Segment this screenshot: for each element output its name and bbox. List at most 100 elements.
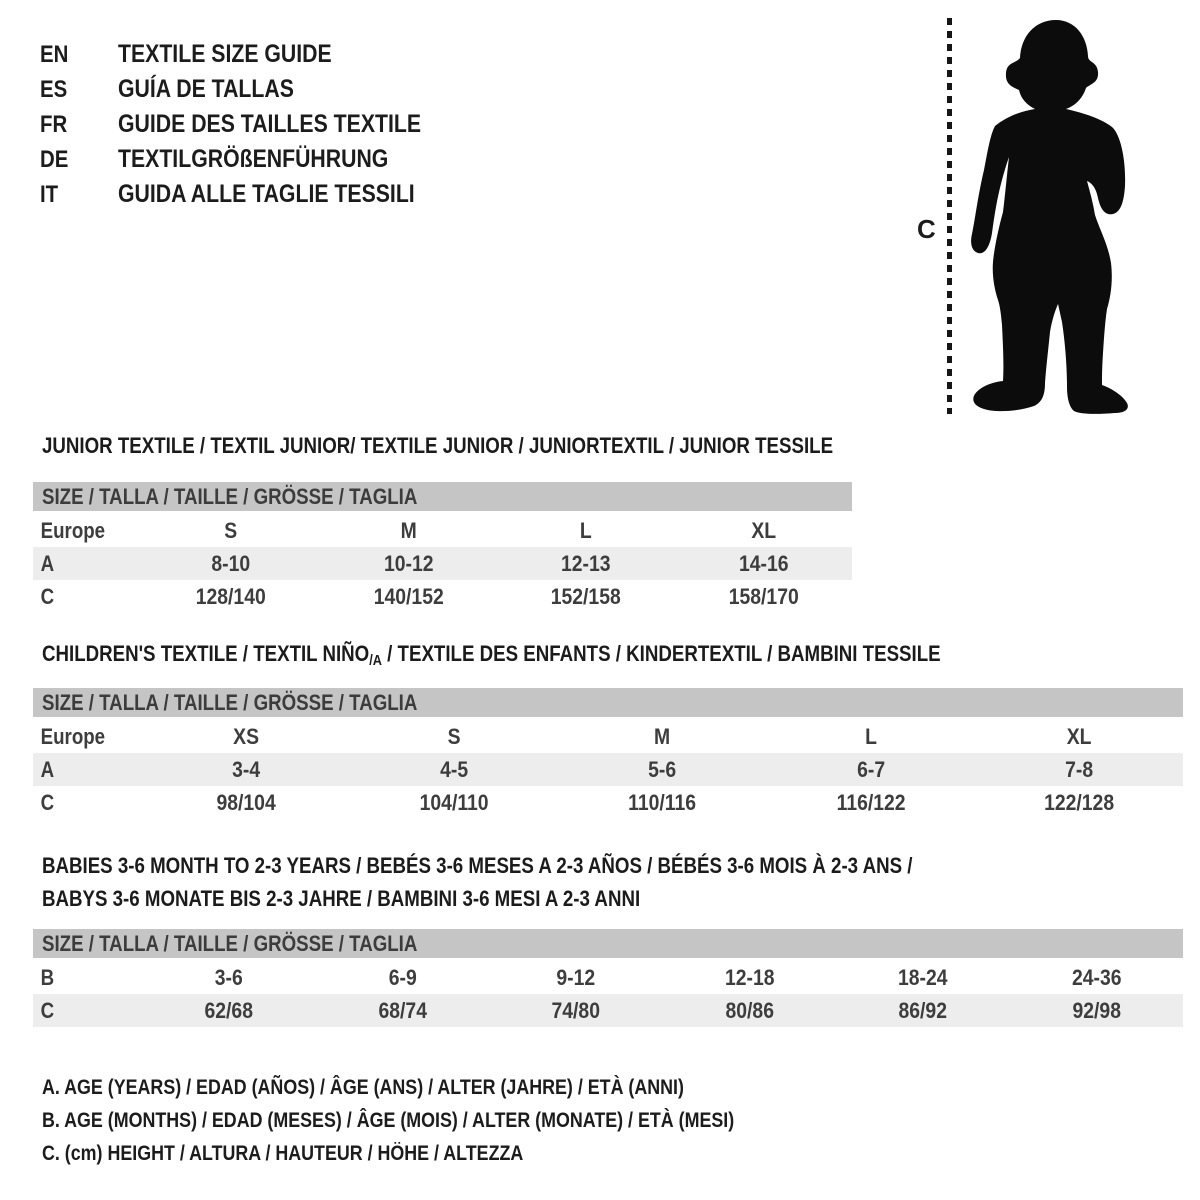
cell-value: 158/170 [728, 583, 799, 609]
cell-value: 92/98 [1072, 997, 1121, 1023]
cell-value: 10-12 [383, 550, 434, 576]
language-row: FR GUIDE DES TAILLES TEXTILE [40, 107, 475, 142]
cell-value: 74/80 [551, 997, 600, 1023]
language-row: DE TEXTILGRÖßENFÜHRUNG [40, 142, 475, 177]
row-label: Europe [40, 517, 106, 543]
legend-line-a-text: A. AGE (YEARS) / EDAD (AÑOS) / ÂGE (ANS)… [42, 1076, 684, 1099]
row-label: Europe [40, 723, 106, 749]
language-title-text: GUÍA DE TALLAS [118, 75, 294, 103]
row-label: C [40, 583, 55, 609]
language-title: GUÍA DE TALLAS [118, 75, 325, 104]
language-code-text: IT [40, 180, 59, 208]
cell-value: XL [750, 517, 776, 543]
height-measure-dashed-line [947, 18, 952, 414]
cell-value: M [400, 517, 417, 543]
cell-value: S [224, 517, 238, 543]
figure-measure-label: C [917, 214, 936, 244]
language-code-text: DE [40, 145, 69, 173]
babies-section-heading: BABIES 3-6 MONTH TO 2-3 YEARS / BEBÉS 3-… [42, 849, 1066, 915]
row-label: C [40, 997, 55, 1023]
cell-value: 4-5 [440, 756, 469, 782]
row-label: B [40, 964, 55, 990]
table-row: C 62/68 68/74 74/80 80/86 86/92 92/98 [33, 994, 1183, 1027]
children-heading-sub: /A [369, 652, 382, 669]
cell-value: S [447, 723, 461, 749]
cell-value: 80/86 [725, 997, 774, 1023]
cell-value: XL [1066, 723, 1092, 749]
language-code-text: ES [40, 75, 68, 103]
language-title-text: GUIDA ALLE TAGLIE TESSILI [118, 180, 415, 208]
cell-value: 152/158 [550, 583, 621, 609]
cell-value: L [579, 517, 592, 543]
cell-value: 6-7 [856, 756, 885, 782]
children-size-table: SIZE / TALLA / TAILLE / GRÖSSE / TAGLIA … [33, 688, 1183, 819]
size-band: SIZE / TALLA / TAILLE / GRÖSSE / TAGLIA [33, 482, 852, 511]
language-title: TEXTILE SIZE GUIDE [118, 40, 369, 69]
cell-value: 18-24 [897, 964, 948, 990]
junior-section-heading: JUNIOR TEXTILE / TEXTIL JUNIOR/ TEXTILE … [42, 434, 973, 458]
cell-value: 128/140 [195, 583, 266, 609]
row-label: A [40, 756, 55, 782]
cell-value: XS [233, 723, 260, 749]
language-title: GUIDE DES TAILLES TEXTILE [118, 110, 475, 139]
cell-value: 8-10 [211, 550, 251, 576]
language-code: FR [40, 111, 118, 139]
cell-value: 68/74 [378, 997, 427, 1023]
cell-value: 116/122 [836, 789, 906, 815]
language-title-text: TEXTILE SIZE GUIDE [118, 40, 332, 68]
size-band-text: SIZE / TALLA / TAILLE / GRÖSSE / TAGLIA [42, 931, 418, 956]
cell-value: 7-8 [1064, 756, 1093, 782]
row-label: A [40, 550, 55, 576]
children-heading-text: CHILDREN'S TEXTILE / TEXTIL NIÑO/A / TEX… [42, 641, 941, 670]
cell-value: L [864, 723, 877, 749]
babies-heading-line2: BABYS 3-6 MONATE BIS 2-3 JAHRE / BAMBINI… [42, 886, 641, 911]
cell-value: 122/128 [1043, 789, 1114, 815]
children-heading-post: / TEXTILE DES ENFANTS / KINDERTEXTIL / B… [381, 641, 941, 666]
cell-value: 140/152 [373, 583, 444, 609]
babies-size-table: SIZE / TALLA / TAILLE / GRÖSSE / TAGLIA … [33, 929, 1183, 1027]
language-row: EN TEXTILE SIZE GUIDE [40, 37, 475, 72]
table-body: Europe S M L XL A 8-10 10-12 12-13 14-16… [33, 514, 852, 613]
language-row: ES GUÍA DE TALLAS [40, 72, 475, 107]
cell-value: 98/104 [216, 789, 276, 815]
junior-size-table: SIZE / TALLA / TAILLE / GRÖSSE / TAGLIA … [33, 482, 852, 613]
children-heading-pre: CHILDREN'S TEXTILE / TEXTIL NIÑO [42, 641, 370, 666]
legend-line-b-text: B. AGE (MONTHS) / EDAD (MESES) / ÂGE (MO… [42, 1109, 735, 1132]
measure-legend: A. AGE (YEARS) / EDAD (AÑOS) / ÂGE (ANS)… [42, 1071, 856, 1170]
table-row: A 8-10 10-12 12-13 14-16 [33, 547, 852, 580]
cell-value: 110/116 [628, 789, 697, 815]
table-row: Europe S M L XL [33, 514, 852, 547]
table-body: B 3-6 6-9 9-12 12-18 18-24 24-36 C 62/68… [33, 961, 1183, 1027]
language-title: TEXTILGRÖßENFÜHRUNG [118, 145, 436, 174]
table-row: C 98/104 104/110 110/116 116/122 122/128 [33, 786, 1183, 819]
cell-value: M [654, 723, 671, 749]
size-band: SIZE / TALLA / TAILLE / GRÖSSE / TAGLIA [33, 688, 1183, 717]
size-band: SIZE / TALLA / TAILLE / GRÖSSE / TAGLIA [33, 929, 1183, 958]
cell-value: 9-12 [556, 964, 596, 990]
cell-value: 12-18 [724, 964, 775, 990]
cell-value: 5-6 [648, 756, 677, 782]
table-row: C 128/140 140/152 152/158 158/170 [33, 580, 852, 613]
children-section-heading: CHILDREN'S TEXTILE / TEXTIL NIÑO/A / TEX… [42, 641, 1099, 670]
babies-heading-line1: BABIES 3-6 MONTH TO 2-3 YEARS / BEBÉS 3-… [42, 853, 913, 878]
cell-value: 12-13 [560, 550, 611, 576]
language-row: IT GUIDA ALLE TAGLIE TESSILI [40, 177, 475, 212]
language-code: EN [40, 41, 118, 69]
cell-value: 62/68 [204, 997, 253, 1023]
cell-value: 6-9 [388, 964, 417, 990]
language-code: IT [40, 181, 118, 209]
toddler-silhouette-icon [971, 20, 1128, 414]
table-body: Europe XS S M L XL A 3-4 4-5 5-6 6-7 7-8… [33, 720, 1183, 819]
size-band-text: SIZE / TALLA / TAILLE / GRÖSSE / TAGLIA [42, 484, 418, 509]
cell-value: 24-36 [1071, 964, 1122, 990]
cell-value: 14-16 [738, 550, 789, 576]
legend-line-a: A. AGE (YEARS) / EDAD (AÑOS) / ÂGE (ANS)… [42, 1071, 856, 1104]
language-code: ES [40, 76, 118, 104]
table-row: Europe XS S M L XL [33, 720, 1183, 753]
language-code-text: EN [40, 40, 69, 68]
junior-heading-text: JUNIOR TEXTILE / TEXTIL JUNIOR/ TEXTILE … [42, 433, 834, 458]
language-title-text: TEXTILGRÖßENFÜHRUNG [118, 145, 389, 173]
language-code-text: FR [40, 110, 68, 138]
cell-value: 86/92 [898, 997, 947, 1023]
legend-line-c: C. (cm) HEIGHT / ALTURA / HAUTEUR / HÖHE… [42, 1137, 856, 1170]
